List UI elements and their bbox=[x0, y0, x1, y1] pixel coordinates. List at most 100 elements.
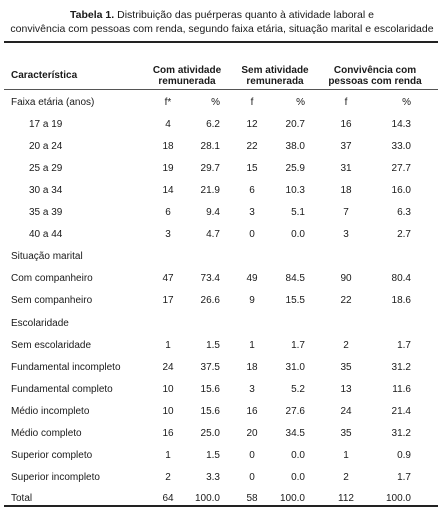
table-row: Médio completo 16 25.0 20 34.5 35 31.2 bbox=[0, 427, 444, 441]
count-cell: 17 bbox=[162, 295, 174, 306]
count-cell: 1 bbox=[165, 450, 171, 461]
header-characteristic: Característica bbox=[11, 70, 78, 81]
percent-cell: 9.4 bbox=[206, 207, 220, 218]
row-label: Escolaridade bbox=[11, 318, 69, 329]
percent-cell: 38.0 bbox=[285, 141, 305, 152]
header-with-paid-activity: Com atividade remunerada bbox=[132, 65, 242, 87]
percent-cell: 21.9 bbox=[200, 185, 220, 196]
count-cell: 0 bbox=[249, 472, 255, 483]
percent-cell: 3.3 bbox=[206, 472, 220, 483]
percent-cell: 20.7 bbox=[285, 119, 305, 130]
percent-cell: 10.3 bbox=[285, 185, 305, 196]
percent-cell: 1.7 bbox=[397, 340, 411, 351]
table-row: Situação marital bbox=[0, 250, 444, 264]
table-header-rule bbox=[4, 89, 438, 90]
percent-cell: 21.4 bbox=[391, 406, 411, 417]
count-cell: 6 bbox=[249, 185, 255, 196]
row-label: 17 a 19 bbox=[29, 119, 63, 130]
table-row: 40 a 44 3 4.7 0 0.0 3 2.7 bbox=[0, 228, 444, 242]
count-cell: 64 bbox=[162, 493, 174, 504]
percent-cell: 27.7 bbox=[391, 163, 411, 174]
count-cell: 10 bbox=[162, 406, 174, 417]
percent-cell: 0.9 bbox=[397, 450, 411, 461]
count-cell: 22 bbox=[340, 295, 352, 306]
row-label: Fundamental incompleto bbox=[11, 362, 121, 373]
row-label: Médio completo bbox=[11, 428, 82, 439]
percent-cell: 15.6 bbox=[200, 384, 220, 395]
count-cell: 18 bbox=[246, 362, 258, 373]
percent-cell: 6.2 bbox=[206, 119, 220, 130]
row-label: Situação marital bbox=[11, 251, 83, 262]
count-cell: f bbox=[344, 97, 348, 108]
percent-cell: 1.7 bbox=[397, 472, 411, 483]
count-cell: 47 bbox=[162, 273, 174, 284]
percent-cell: 27.6 bbox=[285, 406, 305, 417]
table-top-rule bbox=[4, 41, 438, 43]
table-row: 35 a 39 6 9.4 3 5.1 7 6.3 bbox=[0, 206, 444, 220]
row-label: Faixa etária (anos) bbox=[11, 97, 95, 108]
percent-cell: 0.0 bbox=[291, 472, 305, 483]
count-cell: 3 bbox=[165, 229, 171, 240]
percent-cell: 34.5 bbox=[285, 428, 305, 439]
row-label: 25 a 29 bbox=[29, 163, 63, 174]
count-cell: 16 bbox=[246, 406, 258, 417]
table-row: Sem companheiro 17 26.6 9 15.5 22 18.6 bbox=[0, 294, 444, 308]
count-cell: 18 bbox=[340, 185, 352, 196]
table-row: Sem escolaridade 1 1.5 1 1.7 2 1.7 bbox=[0, 339, 444, 353]
count-cell: 12 bbox=[246, 119, 258, 130]
percent-cell: 25.9 bbox=[285, 163, 305, 174]
percent-cell: 15.5 bbox=[285, 295, 305, 306]
percent-cell: 80.4 bbox=[391, 273, 411, 284]
percent-cell: 15.6 bbox=[200, 406, 220, 417]
percent-cell: 28.1 bbox=[200, 141, 220, 152]
count-cell: 6 bbox=[165, 207, 171, 218]
count-cell: 24 bbox=[162, 362, 174, 373]
percent-cell: 0.0 bbox=[291, 229, 305, 240]
header-without-paid-activity-line-2: remunerada bbox=[246, 76, 304, 87]
percent-cell: 11.6 bbox=[392, 384, 411, 395]
count-cell: 58 bbox=[246, 493, 258, 504]
caption-line-2: convivência com pessoas com renda, segun… bbox=[10, 22, 434, 35]
table-row: 17 a 19 4 6.2 12 20.7 16 14.3 bbox=[0, 118, 444, 132]
table-caption: Tabela 1. Distribuição das puérperas qua… bbox=[0, 9, 444, 36]
count-cell: 3 bbox=[249, 384, 255, 395]
percent-cell: 5.1 bbox=[291, 207, 305, 218]
count-cell: 0 bbox=[249, 450, 255, 461]
percent-cell: 100.0 bbox=[385, 493, 411, 504]
count-cell: 3 bbox=[249, 207, 255, 218]
row-label: Superior incompleto bbox=[11, 472, 100, 483]
count-cell: 2 bbox=[343, 472, 349, 483]
count-cell: 1 bbox=[343, 450, 349, 461]
table-row: Total 64 100.0 58 100.0 112 100.0 bbox=[0, 492, 444, 506]
count-cell: 0 bbox=[249, 229, 255, 240]
row-label: Sem escolaridade bbox=[11, 340, 92, 351]
table-row: 25 a 29 19 29.7 15 25.9 31 27.7 bbox=[0, 162, 444, 176]
percent-cell: 25.0 bbox=[200, 428, 220, 439]
row-label: Médio incompleto bbox=[11, 406, 90, 417]
table-row: Com companheiro 47 73.4 49 84.5 90 80.4 bbox=[0, 272, 444, 286]
percent-cell: 100.0 bbox=[194, 493, 220, 504]
row-label: Sem companheiro bbox=[11, 295, 93, 306]
percent-cell: 5.2 bbox=[291, 384, 305, 395]
table-row: Faixa etária (anos) f*% f% f% bbox=[0, 96, 444, 110]
row-label: Superior completo bbox=[11, 450, 93, 461]
header-without-paid-activity-line-1: Sem atividade bbox=[241, 65, 309, 76]
row-label: 20 a 24 bbox=[29, 141, 63, 152]
table-row: Fundamental completo 10 15.6 3 5.2 13 11.6 bbox=[0, 383, 444, 397]
count-cell: 20 bbox=[246, 428, 258, 439]
table-row: Médio incompleto 10 15.6 16 27.6 24 21.4 bbox=[0, 405, 444, 419]
row-label: 35 a 39 bbox=[29, 207, 63, 218]
table-row: Superior incompleto 2 3.3 0 0.0 2 1.7 bbox=[0, 471, 444, 485]
table-row: Escolaridade bbox=[0, 317, 444, 331]
percent-cell: % bbox=[296, 97, 305, 108]
count-cell: 15 bbox=[246, 163, 258, 174]
count-cell: 22 bbox=[246, 141, 258, 152]
count-cell: 35 bbox=[340, 428, 352, 439]
percent-cell: 1.7 bbox=[291, 340, 305, 351]
table-row: 20 a 24 18 28.1 22 38.0 37 33.0 bbox=[0, 140, 444, 154]
count-cell: 18 bbox=[162, 141, 174, 152]
count-cell: 37 bbox=[340, 141, 352, 152]
table-row: Superior completo 1 1.5 0 0.0 1 0.9 bbox=[0, 449, 444, 463]
percent-cell: 31.2 bbox=[391, 362, 411, 373]
table-row: Fundamental incompleto 24 37.5 18 31.0 35 31.2 bbox=[0, 361, 444, 375]
